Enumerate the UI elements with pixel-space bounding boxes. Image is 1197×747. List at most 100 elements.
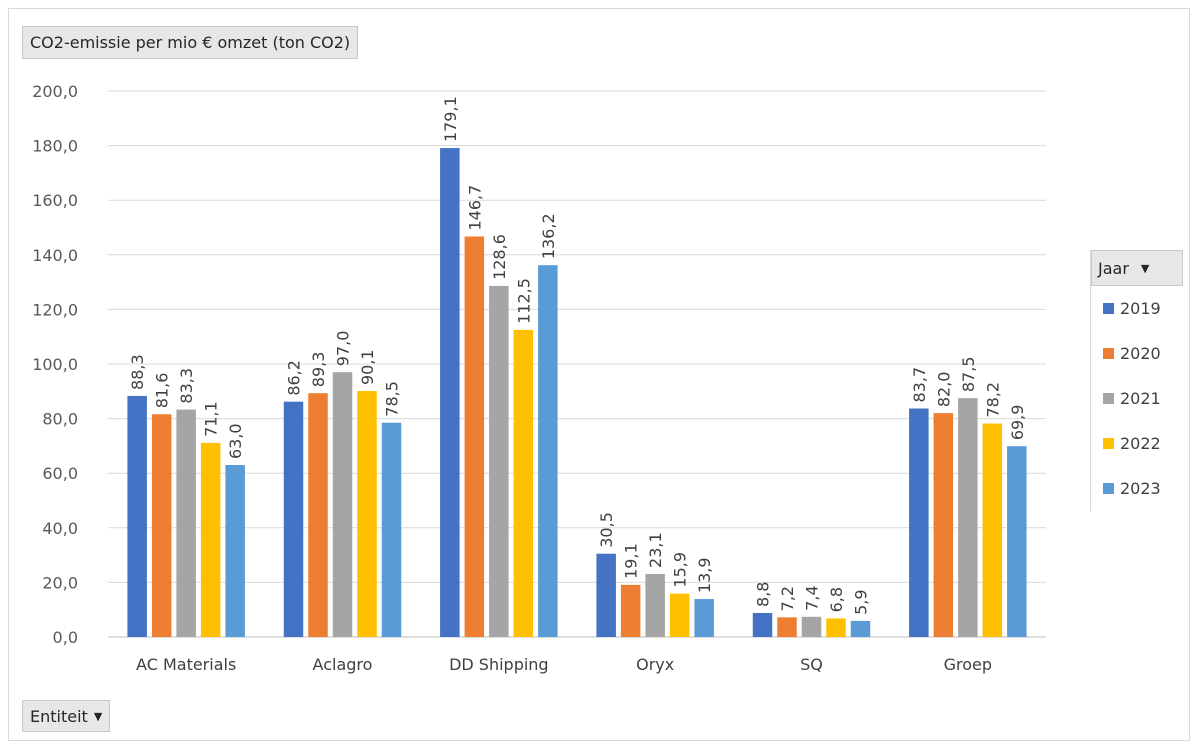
- data-label: 88,3: [128, 354, 147, 390]
- legend-swatch: [1103, 348, 1114, 359]
- data-label: 179,1: [441, 96, 460, 142]
- data-label: 81,6: [153, 373, 172, 409]
- data-label: 83,3: [177, 368, 196, 404]
- bar-2020[interactable]: [777, 617, 797, 637]
- data-label: 5,9: [852, 589, 871, 614]
- data-label: 23,1: [646, 532, 665, 568]
- data-label: 87,5: [959, 357, 978, 393]
- legend-swatch: [1103, 393, 1114, 404]
- data-label: 78,2: [983, 382, 1002, 418]
- title-field-button[interactable]: CO2-emissie per mio € omzet (ton CO2): [22, 26, 359, 59]
- bar-2023[interactable]: [225, 465, 245, 637]
- data-label: 63,0: [226, 423, 245, 459]
- y-tick-label: 120,0: [32, 300, 78, 319]
- y-tick-label: 80,0: [42, 410, 78, 429]
- y-tick-label: 200,0: [32, 82, 78, 101]
- y-tick-label: 60,0: [42, 464, 78, 483]
- data-label: 82,0: [934, 372, 953, 408]
- data-label: 97,0: [334, 331, 353, 367]
- legend-swatch: [1103, 303, 1114, 314]
- bar-2020[interactable]: [151, 414, 172, 637]
- bar-2022[interactable]: [669, 593, 690, 637]
- bar-2022[interactable]: [513, 329, 534, 637]
- y-tick-label: 20,0: [42, 573, 78, 592]
- bar-2019[interactable]: [596, 553, 616, 637]
- category-label: Aclagro: [313, 655, 373, 674]
- bar-2019[interactable]: [909, 408, 929, 637]
- legend-label: 2022: [1120, 434, 1161, 453]
- y-tick-label: 140,0: [32, 246, 78, 265]
- bar-2023[interactable]: [1007, 446, 1027, 637]
- data-label: 146,7: [465, 185, 484, 231]
- data-label: 86,2: [285, 360, 304, 396]
- category-label: DD Shipping: [449, 655, 549, 674]
- category-label: Oryx: [636, 655, 674, 674]
- bar-2023[interactable]: [538, 265, 558, 637]
- data-label: 136,2: [539, 213, 558, 259]
- chevron-down-icon: ▼: [1140, 261, 1150, 275]
- bar-2020[interactable]: [464, 236, 485, 637]
- data-label: 7,2: [778, 586, 797, 611]
- bar-2023[interactable]: [694, 599, 714, 637]
- bar-2021[interactable]: [332, 372, 353, 637]
- bar-2019[interactable]: [440, 148, 460, 637]
- bar-2019[interactable]: [283, 401, 304, 637]
- bar-2021[interactable]: [958, 398, 978, 637]
- data-label: 8,8: [754, 582, 773, 607]
- legend-item[interactable]: 2020: [1091, 331, 1183, 376]
- legend-label: 2019: [1120, 299, 1161, 318]
- y-tick-label: 40,0: [42, 519, 78, 538]
- legend-item[interactable]: 2019: [1091, 286, 1183, 331]
- entity-filter-button[interactable]: Entiteit ▼: [22, 700, 111, 732]
- bar-2021[interactable]: [489, 285, 509, 637]
- legend: Jaar ▼ 2019 2020 2021 2022 2023: [1090, 250, 1183, 511]
- year-filter-label: Jaar: [1098, 258, 1129, 278]
- legend-item[interactable]: 2021: [1091, 376, 1183, 421]
- chevron-down-icon: ▼: [93, 709, 103, 723]
- bar-2021[interactable]: [801, 616, 822, 637]
- category-label: SQ: [800, 655, 823, 674]
- legend-items: 2019 2020 2021 2022 2023: [1091, 286, 1183, 511]
- legend-label: 2020: [1120, 344, 1161, 363]
- legend-label: 2021: [1120, 389, 1161, 408]
- bar-2023[interactable]: [381, 422, 402, 637]
- data-label: 83,7: [910, 367, 929, 403]
- category-label: Groep: [944, 655, 992, 674]
- bar-2019[interactable]: [752, 612, 773, 637]
- bar-2020[interactable]: [308, 393, 328, 637]
- legend-label: 2023: [1120, 479, 1161, 498]
- year-filter-button[interactable]: Jaar ▼: [1091, 250, 1183, 286]
- y-tick-label: 160,0: [32, 191, 78, 210]
- title-field-label: CO2-emissie per mio € omzet (ton CO2): [30, 33, 351, 52]
- data-label: 89,3: [309, 352, 328, 388]
- bar-2021[interactable]: [645, 573, 665, 637]
- entity-filter-label: Entiteit: [30, 706, 88, 726]
- bar-2021[interactable]: [176, 409, 196, 637]
- data-label: 19,1: [622, 543, 641, 579]
- legend-swatch: [1103, 438, 1114, 449]
- data-label: 78,5: [383, 381, 402, 417]
- legend-item[interactable]: 2022: [1091, 421, 1183, 466]
- category-label: AC Materials: [136, 655, 236, 674]
- bar-2022[interactable]: [826, 618, 846, 637]
- y-tick-label: 100,0: [32, 355, 78, 374]
- bar-2022[interactable]: [357, 391, 377, 637]
- data-label: 128,6: [490, 234, 509, 280]
- data-label: 69,9: [1008, 405, 1027, 441]
- data-label: 90,1: [358, 349, 377, 385]
- y-tick-label: 0,0: [53, 628, 78, 647]
- data-label: 112,5: [514, 278, 533, 324]
- legend-swatch: [1103, 483, 1114, 494]
- data-label: 15,9: [671, 552, 690, 588]
- data-label: 71,1: [202, 401, 221, 437]
- data-label: 7,4: [803, 585, 822, 610]
- data-label: 30,5: [597, 512, 616, 548]
- bar-2020[interactable]: [933, 413, 954, 637]
- bar-2020[interactable]: [620, 584, 641, 637]
- bar-2019[interactable]: [127, 395, 147, 637]
- bar-2022[interactable]: [982, 423, 1003, 637]
- bar-2023[interactable]: [850, 620, 871, 637]
- bar-2022[interactable]: [200, 442, 221, 637]
- legend-item[interactable]: 2023: [1091, 466, 1183, 511]
